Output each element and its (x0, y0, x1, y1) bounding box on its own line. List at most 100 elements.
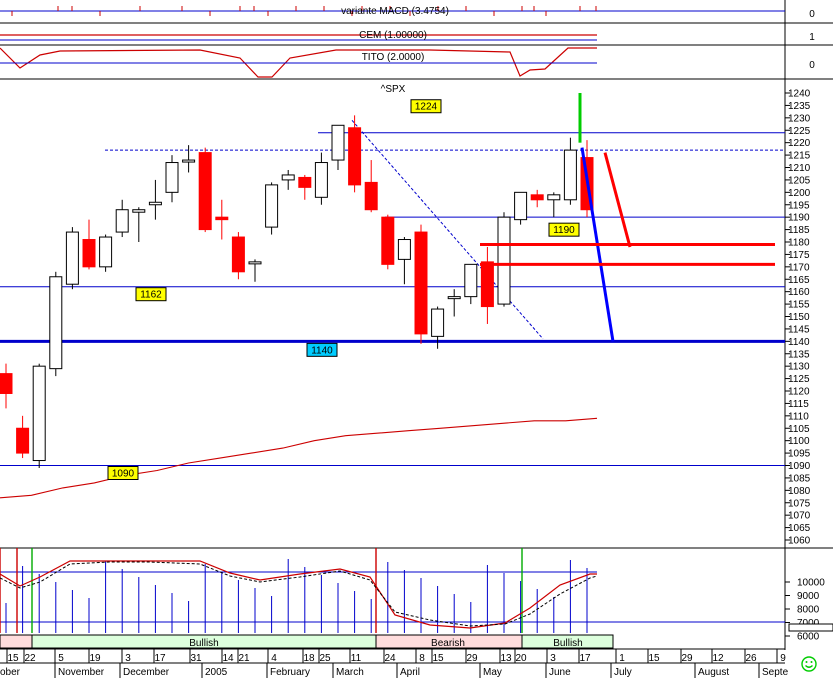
price-tick-label: 1110 (788, 411, 809, 422)
price-tick-label: 1235 (788, 101, 811, 112)
candle-body (231, 236, 245, 273)
price-tick-label: 1175 (788, 250, 810, 261)
candle-body (381, 216, 395, 265)
date-tick-label: 15 (648, 653, 660, 664)
price-tick-label: 1230 (788, 113, 811, 124)
stoch-tick-label: 10000 (797, 578, 825, 589)
candle-body (530, 194, 544, 201)
scrollbar (788, 623, 833, 632)
price-tick-label: 1085 (788, 473, 811, 484)
price-tick-label: 1115 (788, 399, 809, 410)
date-tick-label: 29 (681, 653, 693, 664)
date-tick-label: 14 (222, 653, 234, 664)
candle-body (132, 209, 146, 213)
price-tick-label: 1080 (788, 486, 811, 497)
month-label: July (614, 667, 632, 678)
date-tick-label: 12 (712, 653, 724, 664)
candle-body (248, 261, 262, 265)
candle-body (65, 231, 79, 285)
level-label-1090: 1090 (112, 469, 135, 480)
candle-body (0, 373, 13, 394)
candle-body (281, 174, 295, 181)
level-label-1224: 1224 (415, 102, 438, 113)
date-tick-label: 20 (515, 653, 527, 664)
macd-label: variante MACD (3.4754) (341, 6, 449, 17)
candle-body (514, 191, 528, 221)
price-tick-label: 1145 (788, 324, 810, 335)
month-label: May (483, 667, 502, 678)
date-tick-label: 22 (24, 653, 36, 664)
month-label: June (549, 667, 571, 678)
price-tick-label: 1075 (788, 498, 811, 509)
candle-body (298, 176, 312, 188)
stoch-tick-label: 9000 (797, 591, 820, 602)
date-tick-label: 24 (384, 653, 396, 664)
price-tick-label: 1130 (788, 362, 810, 373)
month-label: 2005 (205, 667, 228, 678)
date-tick-label: 26 (745, 653, 757, 664)
price-tick-label: 1105 (788, 424, 810, 435)
band-bullish-end (521, 634, 614, 649)
stoch-tick-label: 8000 (797, 605, 820, 616)
date-tick-label: 15 (7, 653, 19, 664)
price-tick-label: 1185 (788, 225, 810, 236)
date-tick-label: 29 (466, 653, 478, 664)
price-tick-label: 1125 (788, 374, 810, 385)
band-bearish-start (0, 634, 33, 649)
date-tick-label: 13 (500, 653, 512, 664)
price-tick-label: 1180 (788, 238, 810, 249)
date-tick-label: 17 (154, 653, 166, 664)
level-label-1162-box (135, 287, 167, 302)
price-tick-label: 1100 (788, 436, 810, 447)
price-tick-label: 1200 (788, 188, 811, 199)
level-label-1140: 1140 (311, 345, 333, 356)
date-tick-label: 17 (579, 653, 591, 664)
candle-body (265, 184, 279, 228)
level-label-1090-box (107, 466, 139, 480)
candle-body (215, 216, 229, 221)
price-tick-label: 1135 (788, 349, 810, 360)
trendline-dashed (351, 119, 544, 340)
month-label: April (400, 667, 420, 678)
level-label-1162: 1162 (140, 290, 162, 301)
candle-body (165, 162, 179, 193)
candle-body (198, 152, 212, 231)
price-tick-label: 1060 (788, 536, 811, 547)
candle-body (431, 308, 445, 337)
level-label-1190-box (548, 222, 580, 237)
price-tick-label: 1070 (788, 511, 811, 522)
level-label-1190: 1190 (553, 225, 575, 236)
tito-tick: 0 (809, 60, 815, 71)
candle-body (314, 162, 328, 198)
date-tick-label: 25 (319, 653, 331, 664)
stoch-d-line (0, 561, 598, 627)
tito-line (0, 47, 597, 78)
date-tick-label: 31 (190, 653, 202, 664)
price-tick-label: 1095 (788, 449, 811, 460)
price-tick-label: 1155 (788, 300, 810, 311)
price-tick-label: 1170 (788, 262, 810, 273)
candle-body (480, 261, 494, 308)
price-tick-label: 1165 (788, 275, 810, 286)
smiley-icon[interactable] (800, 655, 818, 673)
cem-label: CEM (1.00000) (359, 30, 427, 41)
candle-body (32, 365, 46, 462)
candle-body (148, 201, 162, 206)
month-label: February (270, 667, 310, 678)
cem-tick: 1 (809, 32, 815, 43)
candle-body (115, 209, 129, 233)
candle-body (348, 127, 362, 186)
level-label-1140-box (306, 342, 338, 357)
month-label: March (336, 667, 364, 678)
projection-red-diag (603, 152, 632, 248)
price-tick-label: 1065 (788, 523, 811, 534)
price-tick-label: 1240 (788, 89, 811, 100)
price-tick-label: 1215 (788, 151, 811, 162)
candle-body (331, 124, 345, 161)
band-label: Bullish (189, 638, 218, 649)
candle-body (464, 263, 478, 298)
price-tick-label: 1140 (788, 337, 810, 348)
candle-body (414, 231, 428, 335)
candle-body (82, 239, 96, 268)
